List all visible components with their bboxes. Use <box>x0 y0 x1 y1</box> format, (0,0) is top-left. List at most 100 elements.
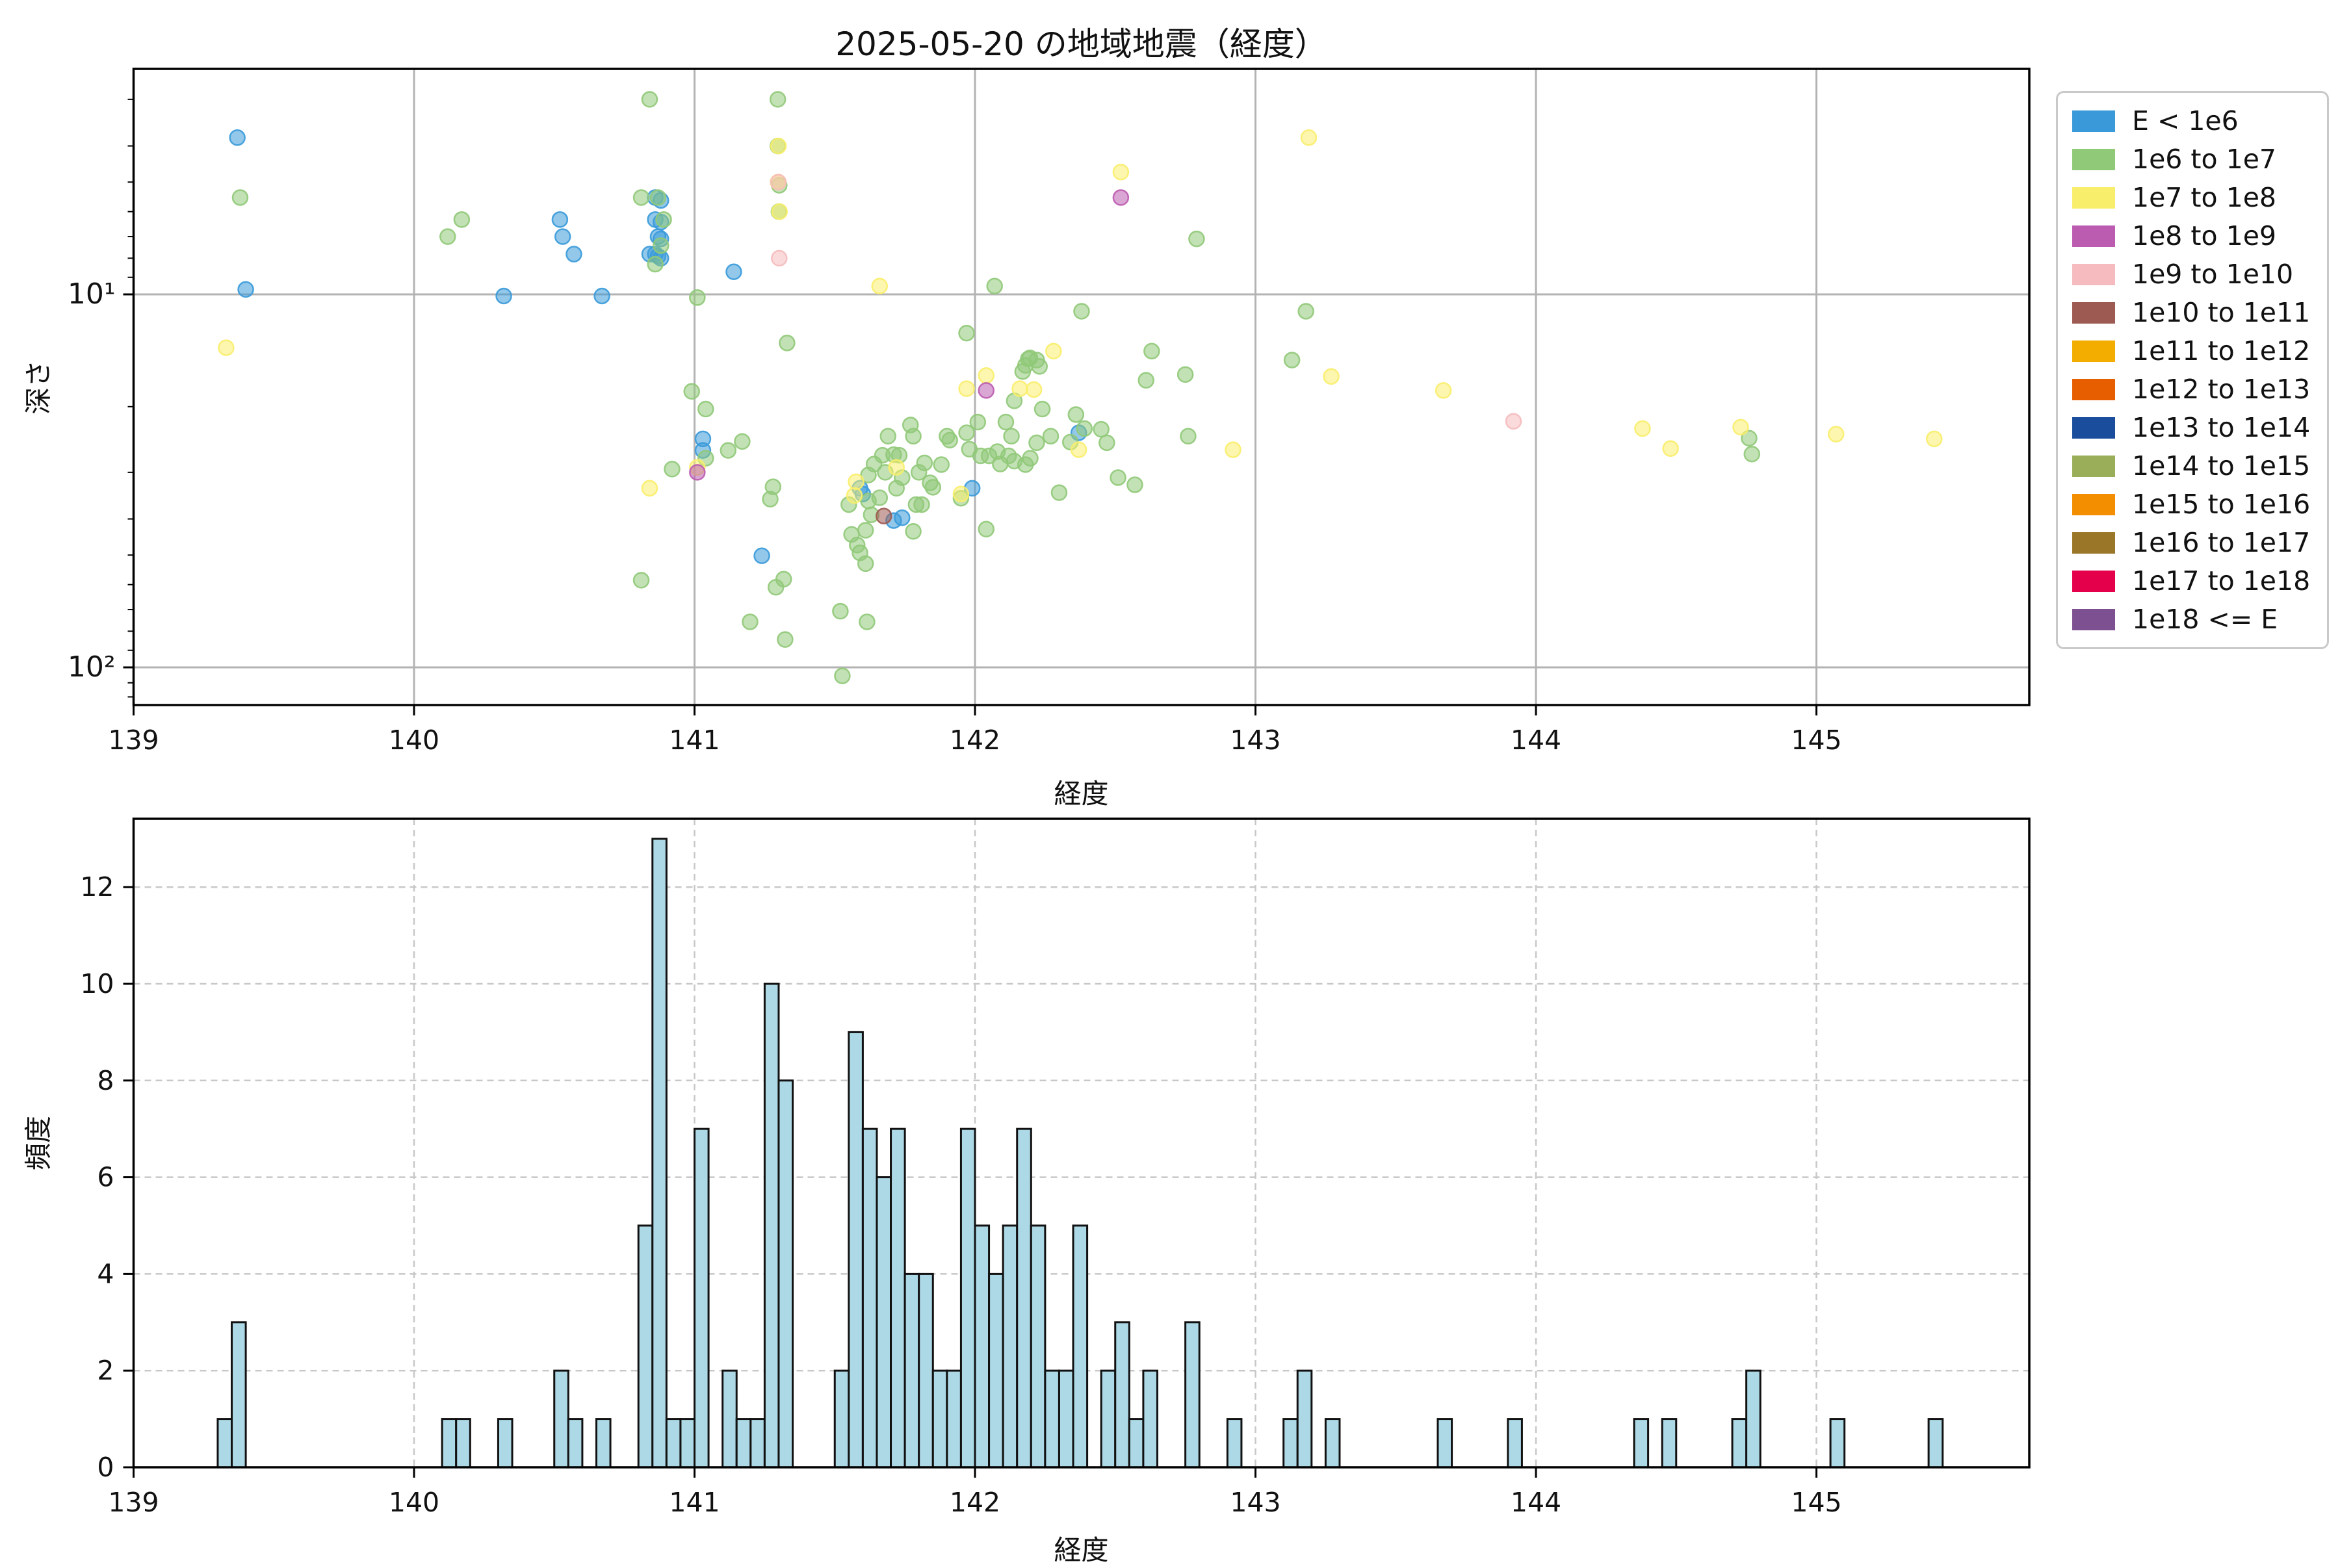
histogram-bar <box>918 1272 934 1469</box>
scatter-point <box>857 555 874 572</box>
histogram-bar <box>1324 1418 1341 1469</box>
scatter-point <box>859 613 876 630</box>
scatter-point <box>664 461 681 478</box>
histogram-bar <box>231 1321 247 1469</box>
histogram-bar <box>1661 1418 1678 1469</box>
scatter-point <box>1070 441 1087 458</box>
scatter-point <box>1011 380 1028 397</box>
scatter-point <box>551 211 569 228</box>
scatter-point <box>1634 420 1651 437</box>
scatter-point <box>1283 352 1301 368</box>
legend-item: 1e15 to 1e16 <box>2072 488 2313 521</box>
tick-label: 145 <box>1791 725 1841 756</box>
scatter-point <box>753 547 770 564</box>
chart-title: 2025-05-20 の地域地震（経度） <box>835 25 1327 63</box>
legend-swatch <box>2072 110 2115 132</box>
scatter-point <box>1188 230 1205 248</box>
scatter-point <box>1925 430 1943 448</box>
tick-label: 142 <box>950 725 1000 756</box>
scatter-point <box>767 579 785 596</box>
scatter-point <box>1028 434 1045 452</box>
histogram-bar <box>1436 1418 1453 1469</box>
histogram-bar <box>1282 1418 1299 1469</box>
scatter-point <box>871 277 889 294</box>
scatter-point <box>632 189 650 206</box>
tick-label: 140 <box>389 725 439 756</box>
histogram-bar <box>1058 1369 1074 1469</box>
histogram-bar <box>833 1369 850 1469</box>
legend-swatch <box>2072 608 2115 630</box>
histogram-bar <box>1044 1369 1060 1469</box>
scatter-point <box>1003 428 1020 444</box>
scatter-point <box>888 459 905 476</box>
scatter-point <box>1045 342 1062 360</box>
histogram-bar <box>876 1176 892 1469</box>
scatter-point <box>846 487 863 504</box>
scatter-point <box>848 473 864 491</box>
scatter-point <box>1176 366 1194 383</box>
legend-item: 1e16 to 1e17 <box>2072 526 2313 559</box>
histogram-bar <box>974 1224 991 1469</box>
scatter-point <box>1505 413 1522 430</box>
scatter-point <box>1143 342 1160 360</box>
scatter-point <box>849 537 866 554</box>
tick-label: 141 <box>669 1487 720 1518</box>
histogram-bar <box>946 1369 962 1469</box>
scatter-point <box>453 211 471 228</box>
scatter-point <box>697 400 714 418</box>
legend-swatch <box>2072 340 2115 362</box>
legend-item: E < 1e6 <box>2072 105 2313 137</box>
histogram-bar <box>722 1369 738 1469</box>
tick-label: 145 <box>1791 1487 1841 1518</box>
histogram-bar <box>637 1224 654 1469</box>
tick-label: 143 <box>1230 725 1280 756</box>
histogram-bar <box>777 1079 794 1469</box>
legend-swatch <box>2072 263 2115 285</box>
scatter-point <box>720 442 737 459</box>
scatter-point <box>1067 406 1085 423</box>
legend-item-label: 1e15 to 1e16 <box>2132 489 2311 520</box>
legend-item-label: 1e16 to 1e17 <box>2132 527 2311 558</box>
legend-item-label: 1e11 to 1e12 <box>2132 335 2311 366</box>
tick-label: 4 <box>97 1258 114 1289</box>
tick-label: 144 <box>1511 1487 1561 1518</box>
scatter-point <box>986 277 1003 294</box>
legend-item-label: 1e17 to 1e18 <box>2132 565 2311 597</box>
legend-item-label: 1e9 to 1e10 <box>2132 259 2294 290</box>
scatter-point <box>1042 428 1060 444</box>
legend-swatch <box>2072 417 2115 439</box>
histogram-bar <box>216 1418 233 1469</box>
histogram-bar <box>1226 1418 1243 1469</box>
scatter-point <box>649 189 667 206</box>
scatter-point <box>978 367 995 384</box>
scatter-point <box>1050 484 1068 501</box>
legend-swatch <box>2072 302 2115 324</box>
scatter-point <box>857 522 874 539</box>
scatter-point <box>652 237 670 254</box>
scatter-point <box>771 250 788 267</box>
scatter-point <box>218 339 235 356</box>
scatter-point <box>229 129 246 146</box>
histogram-bar <box>1072 1224 1089 1469</box>
scatter-point <box>632 572 650 589</box>
legend-item: 1e18 <= E <box>2072 603 2313 636</box>
scatter-point <box>1225 441 1242 458</box>
bottom-x-axis-label: 経度 <box>1054 1534 1109 1566</box>
scatter-point <box>1138 372 1154 389</box>
scatter-point <box>439 228 456 245</box>
histogram-bar <box>1184 1321 1201 1469</box>
scatter-point <box>1323 368 1340 385</box>
histogram-bar <box>1100 1369 1117 1469</box>
scatter-point <box>641 480 658 497</box>
legend-swatch <box>2072 455 2115 477</box>
histogram-bar <box>1731 1418 1748 1469</box>
tick-label: 10² <box>68 650 116 684</box>
tick-label: 10¹ <box>68 277 116 311</box>
scatter-point <box>1297 303 1314 320</box>
scatter-point <box>655 211 672 228</box>
legend-box: E < 1e6 1e6 to 1e7 1e7 to 1e8 1e8 to 1e9 1e9… <box>2056 91 2329 649</box>
tick-label: 10 <box>80 968 114 999</box>
scatter-point <box>958 380 975 397</box>
scatter-point <box>997 413 1015 431</box>
legend-swatch <box>2072 186 2115 209</box>
